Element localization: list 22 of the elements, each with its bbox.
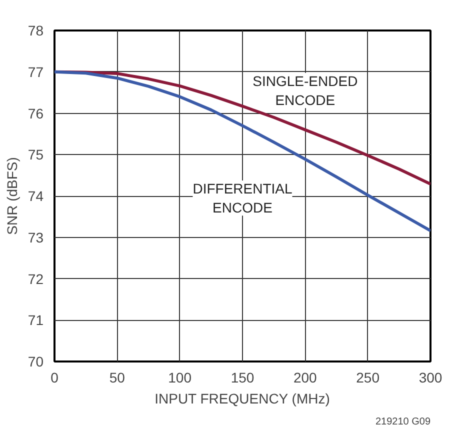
x-tick-label: 200 bbox=[293, 370, 318, 386]
y-axis-title: SNR (dBFS) bbox=[4, 157, 20, 235]
x-tick-label: 250 bbox=[356, 370, 380, 386]
series-label: DIFFERENTIAL ENCODE bbox=[192, 180, 292, 216]
x-axis-title: INPUT FREQUENCY (MHz) bbox=[154, 390, 330, 406]
y-tick-label: 71 bbox=[28, 312, 44, 328]
y-tick-label: 75 bbox=[28, 146, 44, 163]
line-series bbox=[54, 70, 430, 232]
text: 219210 G09 bbox=[375, 416, 431, 428]
y-tick-label: 77 bbox=[28, 64, 44, 80]
x-tick-label: 150 bbox=[230, 370, 254, 386]
y-tick-label: 73 bbox=[28, 229, 44, 246]
x-tick-label: 100 bbox=[168, 370, 192, 386]
x-tick-label: 50 bbox=[109, 370, 126, 386]
y-tick-label: 76 bbox=[28, 105, 44, 122]
y-tick-label: 78 bbox=[28, 22, 44, 38]
y-tick-label: 70 bbox=[28, 354, 44, 370]
y-tick-label: 72 bbox=[28, 270, 44, 287]
series-label: SINGLE-ENDED ENCODE bbox=[252, 72, 358, 108]
x-tick-label: 0 bbox=[50, 370, 59, 386]
y-tick-label: 74 bbox=[28, 188, 44, 204]
x-tick-label: 300 bbox=[418, 370, 442, 386]
